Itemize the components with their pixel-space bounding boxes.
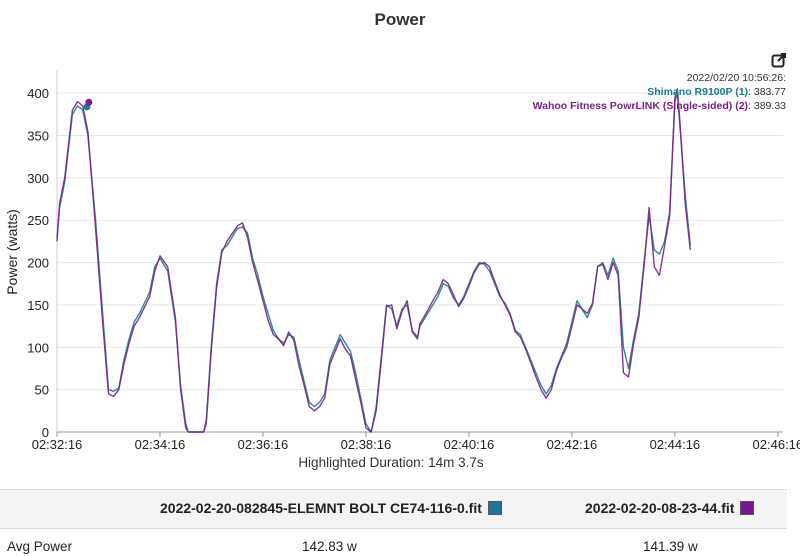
summary-table: 2022-02-20-082845-ELEMNT BOLT CE74-116-0…: [0, 489, 787, 555]
file1-header: 2022-02-20-082845-ELEMNT BOLT CE74-116-0…: [160, 500, 502, 516]
tooltip-series1-value: : 383.77: [748, 86, 786, 98]
power-chart[interactable]: 0 50 100 150 200 250 300 350 400 02:32:16 02:34:16…: [0, 0, 800, 480]
hover-tooltip: 2022/02/20 10:56:26: Shimano R9100P (1):…: [533, 71, 786, 113]
y-tick-label-100: 100: [27, 340, 49, 355]
y-tick-label-50: 50: [35, 383, 49, 398]
x-tick-label-3: 02:38:16: [341, 437, 392, 452]
file2-avg-power: 141.39 w: [643, 539, 698, 554]
chart-area[interactable]: 0 50 100 150 200 250 300 350 400 02:32:16 02:34:16…: [0, 0, 800, 480]
tooltip-series2-value: : 389.33: [748, 100, 786, 112]
file1-avg-power: 142.83 w: [302, 539, 357, 554]
tooltip-series2-name: Wahoo Fitness PowrLINK (Single-sided) (2…: [532, 100, 749, 112]
file2-color-swatch[interactable]: [740, 501, 755, 515]
tooltip-timestamp: 2022/02/20 10:56:26:: [686, 72, 786, 84]
y-tick-label-300: 300: [27, 171, 49, 186]
x-tick-label-2: 02:36:16: [238, 437, 289, 452]
tooltip-series1-name: Shimano R9100P (1): [647, 86, 749, 98]
y-tick-label-250: 250: [27, 213, 49, 228]
x-tick-label-5: 02:42:16: [547, 437, 598, 452]
x-tick-label-6: 02:44:16: [650, 437, 701, 452]
avg-power-label: Avg Power: [7, 539, 73, 554]
y-tick-label-200: 200: [27, 256, 49, 271]
y-tick-label-150: 150: [27, 298, 49, 313]
highlighted-duration: Highlighted Duration: 14m 3.7s: [298, 455, 484, 470]
x-tick-label-7: 02:46:16: [753, 437, 800, 452]
series-line-2: [56, 88, 691, 433]
file1-color-swatch[interactable]: [487, 501, 502, 515]
y-axis-label: Power (watts): [4, 209, 20, 295]
x-tick-label-4: 02:40:16: [444, 437, 495, 452]
y-tick-label-0: 0: [42, 425, 49, 440]
file1-name: 2022-02-20-082845-ELEMNT BOLT CE74-116-0…: [160, 500, 482, 516]
chart-title: Power: [374, 10, 426, 29]
y-tick-label-400: 400: [27, 86, 49, 101]
hover-marker-series2: [85, 98, 93, 106]
file2-name: 2022-02-20-08-23-44.fit: [585, 500, 735, 516]
file2-header: 2022-02-20-08-23-44.fit: [585, 500, 755, 516]
x-tick-label-0: 02:32:16: [32, 437, 83, 452]
summary-header: 2022-02-20-082845-ELEMNT BOLT CE74-116-0…: [0, 489, 787, 529]
y-tick-label-350: 350: [27, 129, 49, 144]
x-tick-label-1: 02:34:16: [135, 437, 186, 452]
avg-power-row: Avg Power 142.83 w 141.39 w: [0, 529, 787, 556]
export-icon[interactable]: [771, 52, 787, 68]
